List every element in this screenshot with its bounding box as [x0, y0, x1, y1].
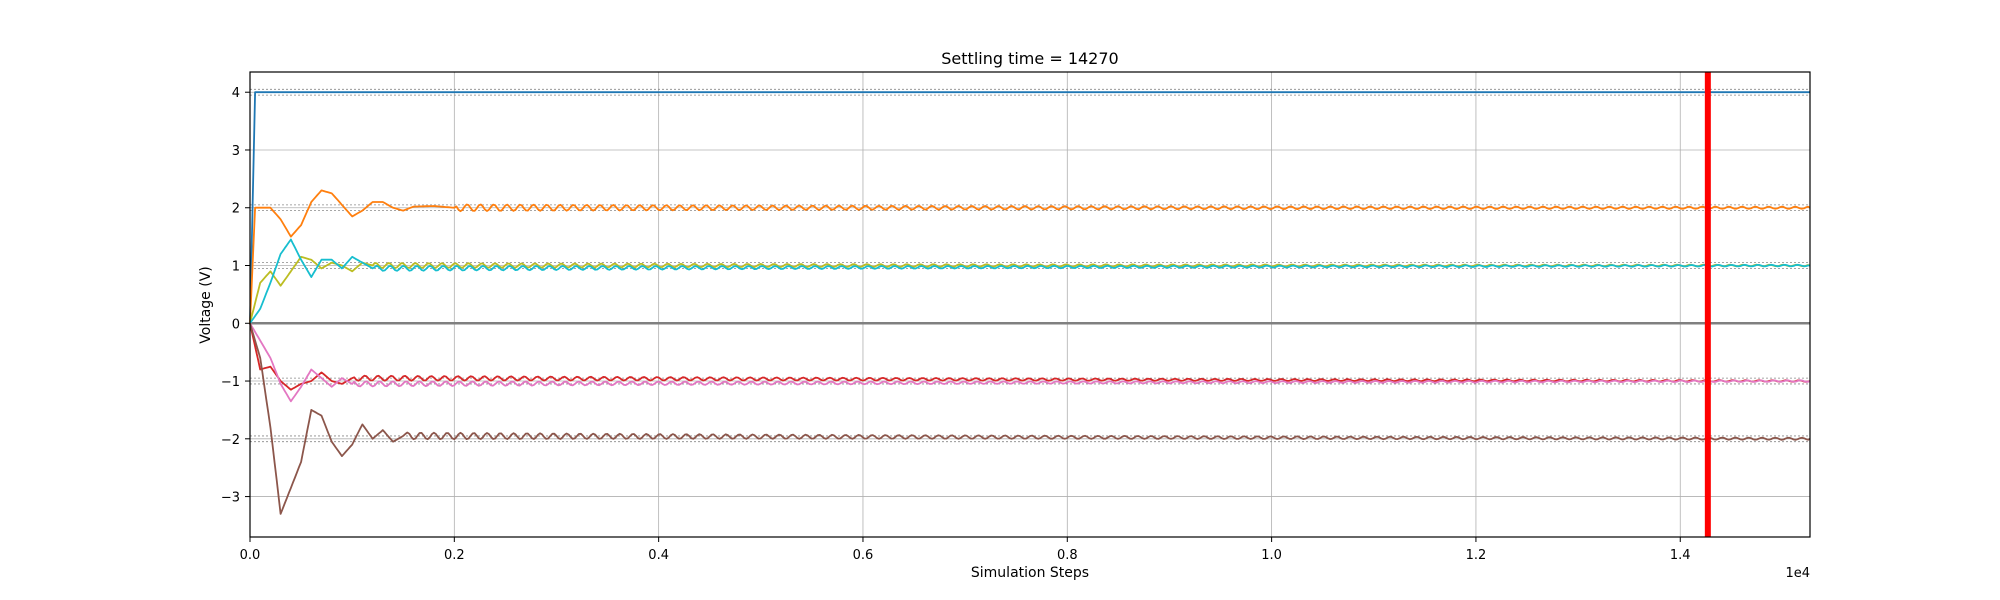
y-tick-label: 3 [232, 144, 240, 159]
y-tick-label: 4 [232, 86, 240, 101]
x-tick-label: 0.2 [444, 548, 465, 563]
y-axis-label: Voltage (V) [198, 266, 214, 343]
x-tick-label: 1.2 [1466, 548, 1487, 563]
y-tick-label: −3 [221, 491, 240, 506]
axis-ticks: 0.0 0.2 0.4 0.6 0.8 1.0 1.2 1.4 −3 −2 −1 0 1 2 3 4 [221, 86, 1691, 563]
x-axis-offset-text: 1e4 [1785, 566, 1810, 581]
plot-frame [249, 71, 1811, 538]
series-line [249, 91, 1810, 324]
series-lines [249, 91, 1811, 515]
series-line [249, 189, 1811, 324]
y-tick-label: 2 [232, 202, 240, 217]
x-axis-label: Simulation Steps [971, 565, 1089, 581]
series-line [249, 238, 1810, 324]
y-tick-label: −1 [221, 375, 240, 390]
chart-title: Settling time = 14270 [941, 49, 1118, 68]
x-tick-label: 0.4 [648, 548, 669, 563]
y-tick-label: 0 [232, 317, 240, 332]
x-tick-label: 1.0 [1261, 548, 1282, 563]
series-line [249, 322, 1811, 403]
series-line [249, 323, 1811, 515]
y-tick-label: −2 [221, 433, 240, 448]
x-tick-label: 0.6 [853, 548, 874, 563]
x-tick-label: 0.8 [1057, 548, 1078, 563]
x-tick-label: 1.4 [1670, 548, 1691, 563]
y-tick-label: 1 [232, 260, 240, 275]
x-tick-label: 0.0 [240, 548, 261, 563]
